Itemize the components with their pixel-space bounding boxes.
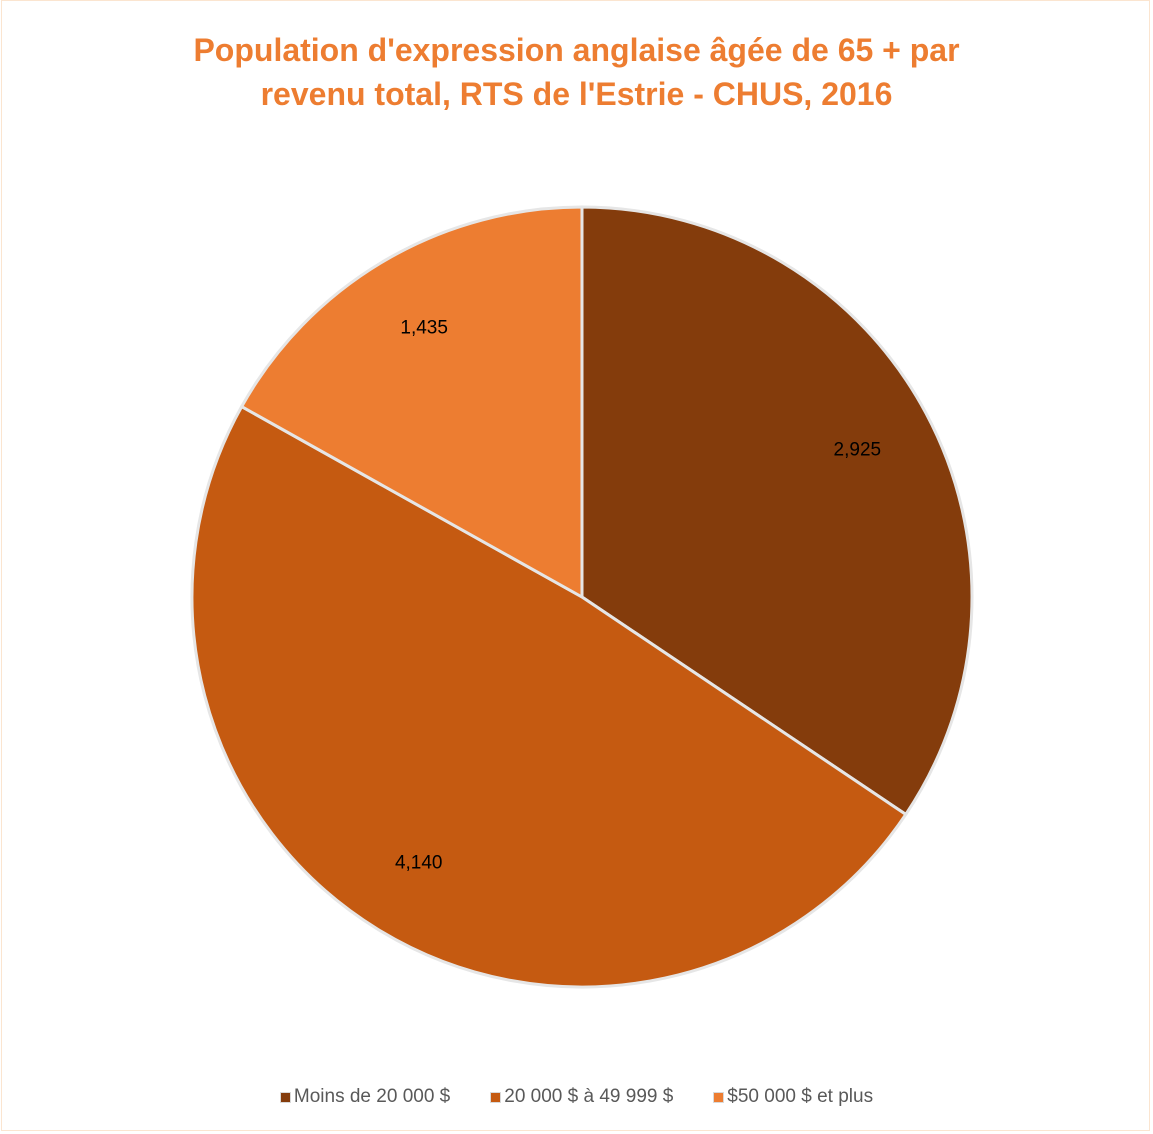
pie-slice-under-20000 xyxy=(580,205,974,816)
legend-label: Moins de 20 000 $ xyxy=(293,1086,451,1107)
legend-label: 20 000 $ à 49 999 $ xyxy=(504,1086,674,1107)
pie-slice-20000-49999 xyxy=(190,405,908,989)
legend-label: $50 000 $ et plus xyxy=(727,1086,874,1107)
data-label-under-20000: 2,925 xyxy=(834,440,882,461)
data-label-50000-plus: 1,435 xyxy=(400,317,448,338)
legend-item-under-20000: Moins de 20 000 $ xyxy=(279,1086,451,1108)
legend-swatch xyxy=(713,1091,725,1103)
legend: Moins de 20 000 $ 20 000 $ à 49 999 $ $5… xyxy=(0,1086,1153,1108)
legend-item-50000-plus: $50 000 $ et plus xyxy=(713,1086,873,1108)
chart-title-line-2: revenu total, RTS de l'Estrie - CHUS, 20… xyxy=(260,76,893,112)
legend-item-20000-49999: 20 000 $ à 49 999 $ xyxy=(490,1086,673,1108)
chart-title: Population d'expression anglaise âgée de… xyxy=(0,28,1153,116)
data-label-20000-49999: 4,140 xyxy=(395,852,443,873)
legend-swatch xyxy=(279,1091,291,1103)
pie-slice-50000-plus xyxy=(240,205,584,599)
legend-swatch xyxy=(490,1091,502,1103)
chart-title-line-1: Population d'expression anglaise âgée de… xyxy=(193,32,960,68)
